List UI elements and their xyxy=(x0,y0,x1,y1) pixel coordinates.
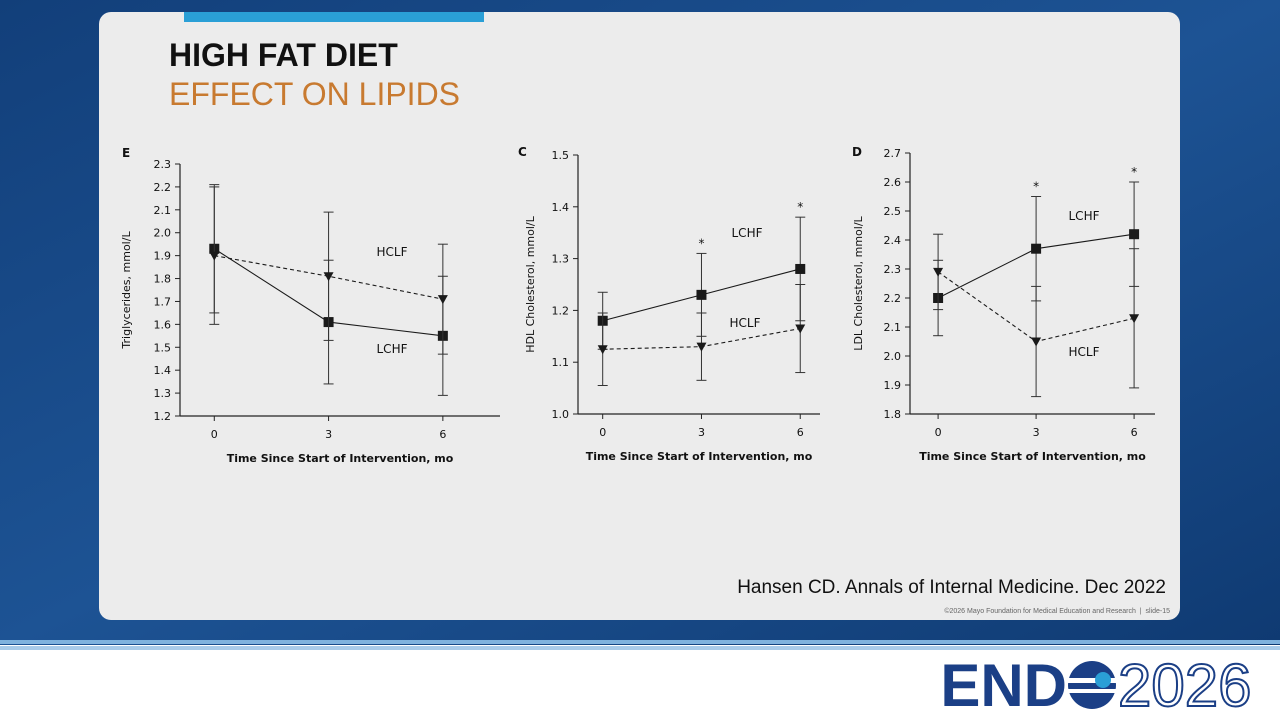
marker xyxy=(597,345,608,355)
x-tick-label: 0 xyxy=(599,426,606,439)
y-axis-label: LDL Cholesterol, mmol/L xyxy=(852,215,865,350)
series-label: LCHF xyxy=(1069,209,1100,223)
x-axis-label: Time Since Start of Intervention, mo xyxy=(227,452,454,465)
y-tick-label: 2.5 xyxy=(884,205,902,218)
panel-letter: E xyxy=(122,146,130,160)
y-tick-label: 1.2 xyxy=(552,304,570,317)
marker xyxy=(696,289,707,300)
marker xyxy=(1031,337,1042,347)
marker xyxy=(1129,229,1140,240)
x-tick-label: 0 xyxy=(935,426,942,439)
y-tick-label: 1.8 xyxy=(154,273,172,286)
y-tick-label: 1.3 xyxy=(154,387,172,400)
x-tick-label: 3 xyxy=(325,428,332,441)
chart: E 1.2 1.3 1.4 1.5 1.6 1.7 1.8 1.9 2.0 2.1 2.2 2.3 0 3 6… xyxy=(120,146,500,465)
y-tick-label: 2.6 xyxy=(884,176,902,189)
y-tick-label: 1.9 xyxy=(154,250,172,263)
panel-letter: C xyxy=(518,145,527,159)
y-tick-label: 2.1 xyxy=(154,204,172,217)
series-label: HCLF xyxy=(1069,345,1100,359)
stripe xyxy=(0,646,1280,650)
y-tick-label: 2.4 xyxy=(884,234,902,247)
y-tick-label: 1.5 xyxy=(552,149,570,162)
citation: Hansen CD. Annals of Internal Medicine. … xyxy=(737,577,1166,598)
series-label: LCHF xyxy=(377,342,408,356)
marker xyxy=(437,295,448,305)
x-tick-label: 6 xyxy=(439,428,446,441)
x-tick-label: 0 xyxy=(211,428,218,441)
stripe xyxy=(0,640,1280,644)
significance-mark: * xyxy=(698,236,704,250)
y-tick-label: 2.1 xyxy=(884,321,902,334)
x-axis-label: Time Since Start of Intervention, mo xyxy=(586,450,813,463)
y-tick-label: 2.2 xyxy=(154,181,172,194)
marker xyxy=(323,272,334,282)
x-tick-label: 3 xyxy=(1033,426,1040,439)
marker xyxy=(696,342,707,352)
logo-globe xyxy=(1066,661,1118,709)
y-tick-label: 2.3 xyxy=(884,263,902,276)
marker xyxy=(1031,243,1042,254)
y-tick-label: 1.4 xyxy=(154,364,172,377)
footer-band xyxy=(0,650,1280,720)
y-tick-label: 2.0 xyxy=(884,350,902,363)
y-tick-label: 1.9 xyxy=(884,379,902,392)
significance-mark: * xyxy=(1131,165,1137,179)
slide-subtitle: EFFECT ON LIPIDS xyxy=(169,76,460,112)
accent-bar xyxy=(184,12,484,22)
series-label: HCLF xyxy=(377,245,408,259)
marker xyxy=(209,251,220,261)
panel-letter: D xyxy=(852,145,862,159)
chart: D 1.8 1.9 2.0 2.1 2.2 2.3 2.4 2.5 2.6 2.7 0 3 6 Time S… xyxy=(852,145,1155,463)
y-tick-label: 1.5 xyxy=(154,341,172,354)
significance-mark: * xyxy=(797,200,803,214)
marker xyxy=(1129,314,1140,324)
marker xyxy=(795,263,806,274)
y-tick-label: 1.0 xyxy=(552,408,570,421)
marker xyxy=(795,324,806,334)
series-label: LCHF xyxy=(732,226,763,240)
y-tick-label: 1.7 xyxy=(154,295,172,308)
x-tick-label: 3 xyxy=(698,426,705,439)
y-axis-label: HDL Cholesterol, mmol/L xyxy=(524,215,537,352)
marker xyxy=(933,267,944,277)
series-label: HCLF xyxy=(730,316,761,330)
y-tick-label: 1.3 xyxy=(552,253,570,266)
y-tick-label: 1.4 xyxy=(552,201,570,214)
y-tick-label: 1.1 xyxy=(552,356,570,369)
x-tick-label: 6 xyxy=(797,426,804,439)
logo-left: END xyxy=(940,652,1067,719)
footer-text: ©2026 Mayo Foundation for Medical Educat… xyxy=(944,607,1170,615)
y-tick-label: 2.2 xyxy=(884,292,902,305)
y-tick-label: 2.7 xyxy=(884,147,902,160)
slide-title: HIGH FAT DIET xyxy=(169,37,398,73)
y-axis-label: Triglycerides, mmol/L xyxy=(120,231,133,350)
logo-right: 2026 xyxy=(1118,652,1251,719)
y-tick-label: 1.8 xyxy=(884,408,902,421)
x-axis-label: Time Since Start of Intervention, mo xyxy=(919,450,1146,463)
y-tick-label: 1.6 xyxy=(154,318,172,331)
significance-mark: * xyxy=(1033,180,1039,194)
series-line xyxy=(214,255,443,300)
y-tick-label: 1.2 xyxy=(154,410,172,423)
x-tick-label: 6 xyxy=(1131,426,1138,439)
chart: C 1.0 1.1 1.2 1.3 1.4 1.5 0 3 6 Time Since Start o… xyxy=(518,145,820,463)
y-tick-label: 2.0 xyxy=(154,227,172,240)
y-tick-label: 2.3 xyxy=(154,158,172,171)
